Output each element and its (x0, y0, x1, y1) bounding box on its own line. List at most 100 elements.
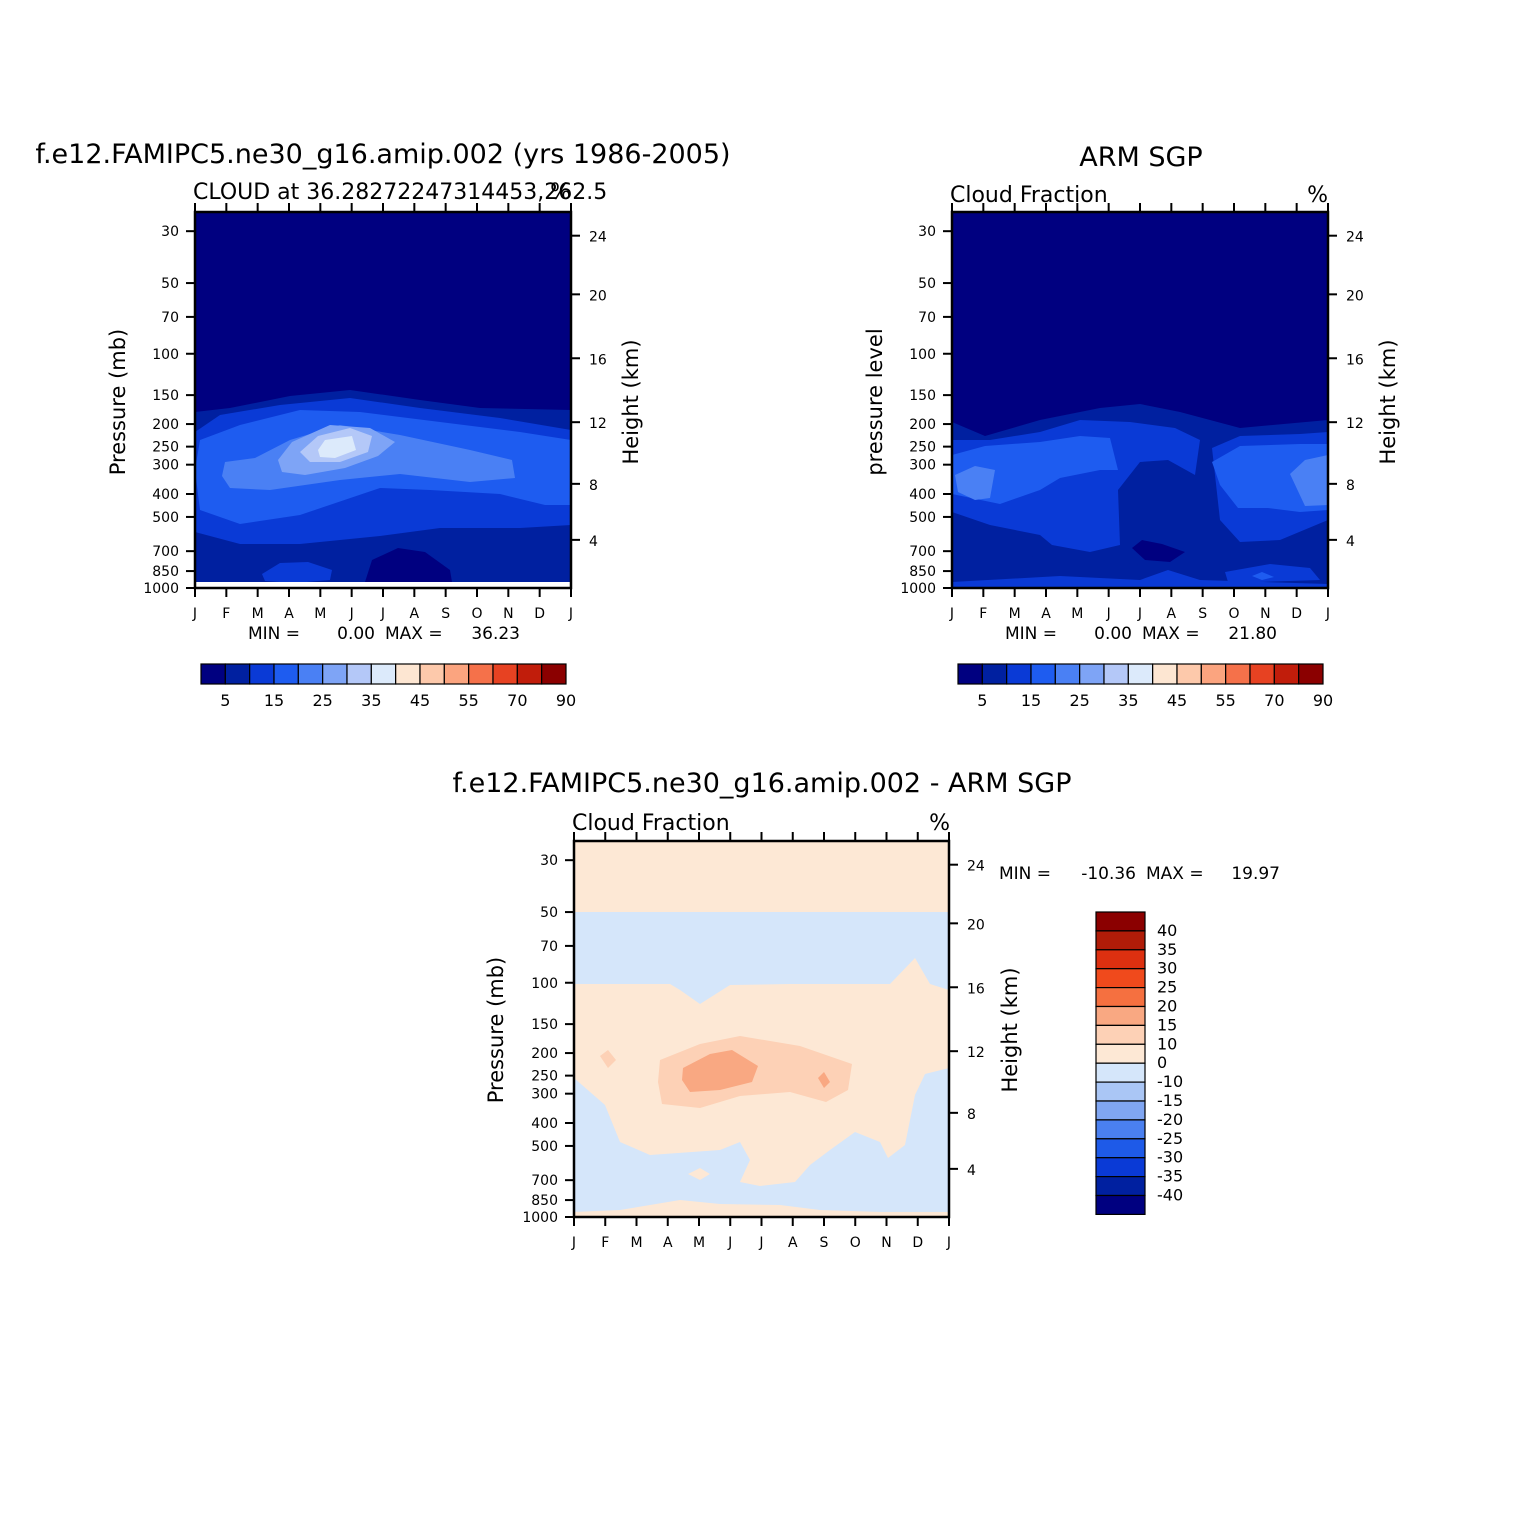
panel-obs: ARM SGP Cloud Fraction % J F M A M J J A S O N D J 30… (863, 142, 1400, 710)
obs-ytick-label: 70 (918, 310, 936, 326)
obs-colorbar-box (1103, 663, 1129, 685)
obs-ytick-label: 150 (909, 388, 936, 404)
model-xtick-label: S (441, 606, 450, 622)
obs-colorbar-box (1054, 663, 1081, 685)
model-ytick-label: 250 (152, 440, 179, 456)
model-fill-summer-minimum (365, 548, 452, 582)
model-ytick-label: 150 (152, 388, 179, 404)
model-colorbar-box (322, 663, 348, 685)
diff-xtick-label: S (820, 1235, 829, 1251)
obs-colorbar-label: 45 (1167, 691, 1187, 710)
diff-colorbar-label: 15 (1157, 1015, 1177, 1034)
model-xtick-label: D (534, 606, 545, 622)
panel-model-title: f.e12.FAMIPC5.ne30_g16.amip.002 (yrs 198… (35, 139, 730, 170)
model-colorbar-label: 35 (361, 691, 381, 710)
model-colorbar-box (273, 663, 299, 685)
panel-diff-units: % (929, 811, 950, 836)
diff-ytick-label: 50 (540, 905, 558, 921)
obs-ytick-label: 400 (909, 487, 936, 503)
diff-fill-spot-10-15 (600, 1050, 616, 1068)
diff-ytick-label: 1000 (522, 1210, 558, 1226)
diff-colorbar-box (1095, 949, 1146, 970)
diff-xtick-label: J (946, 1235, 951, 1251)
model-colorbar-box (492, 663, 518, 685)
model-height-tick-label: 8 (589, 478, 598, 494)
obs-xtick-label: S (1198, 606, 1207, 622)
diff-colorbar-label: 30 (1157, 959, 1177, 978)
obs-xtick-label: M (1071, 606, 1083, 622)
obs-height-tick-label: 8 (1346, 478, 1355, 494)
diff-min-label: MIN = (999, 864, 1051, 884)
diff-xtick-label: J (727, 1235, 732, 1251)
model-colorbar-label: 15 (264, 691, 284, 710)
diff-colorbar-label: -15 (1157, 1091, 1183, 1110)
obs-fill-surface-layer (952, 570, 1328, 588)
obs-fill-level-15-20-west (952, 436, 1118, 504)
panel-model-units: % (550, 180, 571, 205)
obs-ylabel-left: pressure level (863, 328, 887, 475)
diff-ytick-label: 700 (531, 1173, 558, 1189)
model-ytick-label: 100 (152, 347, 179, 363)
obs-colorbar-box (1225, 663, 1251, 685)
model-colorbar-label: 5 (220, 691, 230, 710)
model-height-tick-label: 24 (589, 230, 607, 246)
model-xtick-label: J (380, 606, 385, 622)
model-colorbar-box (249, 663, 275, 685)
obs-ylabel-right: Height (km) (1376, 339, 1400, 464)
diff-colorbar-box (1095, 1024, 1146, 1045)
obs-colorbar-label: 70 (1264, 691, 1284, 710)
model-ytick-label: 70 (161, 310, 179, 326)
model-axes: J F M A M J J A S O N D J 30 50 70 100 150 200 250 300 400 500… (143, 203, 607, 622)
diff-ytick-label: 300 (531, 1087, 558, 1103)
diff-xtick-label: M (693, 1235, 705, 1251)
obs-ytick-label: 200 (909, 417, 936, 433)
obs-colorbar-label: 25 (1069, 691, 1089, 710)
obs-colorbar-box (1079, 663, 1105, 685)
obs-ytick-label: 1000 (900, 581, 936, 597)
model-ytick-label: 500 (152, 510, 179, 526)
model-xtick-label: J (192, 606, 197, 622)
obs-min-value: 0.00 (1094, 624, 1132, 644)
diff-colorbar-label: 0 (1157, 1053, 1167, 1072)
model-xtick-label: M (314, 606, 326, 622)
obs-height-tick-label: 4 (1346, 534, 1355, 550)
obs-colorbar-label: 35 (1118, 691, 1138, 710)
model-colorbar-box (516, 663, 543, 685)
obs-height-tick-label: 20 (1346, 288, 1364, 304)
diff-fill-stratosphere-negative (574, 912, 949, 1004)
diff-ytick-label: 100 (531, 976, 558, 992)
model-max-label: MAX = (385, 624, 443, 644)
panel-diff-subtitle: Cloud Fraction (572, 811, 730, 836)
diff-colorbar-box (1095, 1062, 1146, 1083)
model-colorbar-box (346, 663, 372, 685)
model-xtick-label: F (222, 606, 230, 622)
model-xtick-label: N (503, 606, 513, 622)
obs-ytick-label: 50 (918, 276, 936, 292)
obs-colorbar-box (1152, 663, 1178, 685)
diff-fill-surface-positive (574, 1200, 949, 1217)
obs-xtick-label: J (1325, 606, 1330, 622)
obs-colorbar-box (981, 663, 1008, 685)
obs-fill-low-cloud-east (1225, 564, 1320, 582)
obs-ytick-label: 300 (909, 458, 936, 474)
panel-obs-title: ARM SGP (1079, 142, 1202, 173)
obs-height-tick-label: 16 (1346, 352, 1364, 368)
model-ytick-label: 850 (152, 564, 179, 580)
diff-colorbar-box (1095, 1043, 1146, 1064)
obs-height-tick-label: 12 (1346, 416, 1364, 432)
model-ytick-label: 300 (152, 458, 179, 474)
diff-ytick-label: 850 (531, 1193, 558, 1209)
diff-fill-level-15-20 (682, 1050, 758, 1092)
obs-colorbar-box (1176, 663, 1202, 685)
model-xtick-label: M (252, 606, 264, 622)
model-colorbar-label: 55 (458, 691, 478, 710)
obs-ytick-label: 500 (909, 510, 936, 526)
diff-fill-spot-15-20 (818, 1072, 830, 1088)
obs-max-value: 21.80 (1228, 624, 1277, 644)
obs-xtick-label: J (949, 606, 954, 622)
diff-axes: J F M A M J J A S O N D J 30 50 70 100 150 200 250 300 400 500… (522, 832, 985, 1251)
model-xtick-label: J (349, 606, 354, 622)
diff-contour-field (574, 841, 949, 1217)
model-xtick-label: A (410, 606, 420, 622)
diff-height-tick-label: 16 (967, 981, 985, 997)
